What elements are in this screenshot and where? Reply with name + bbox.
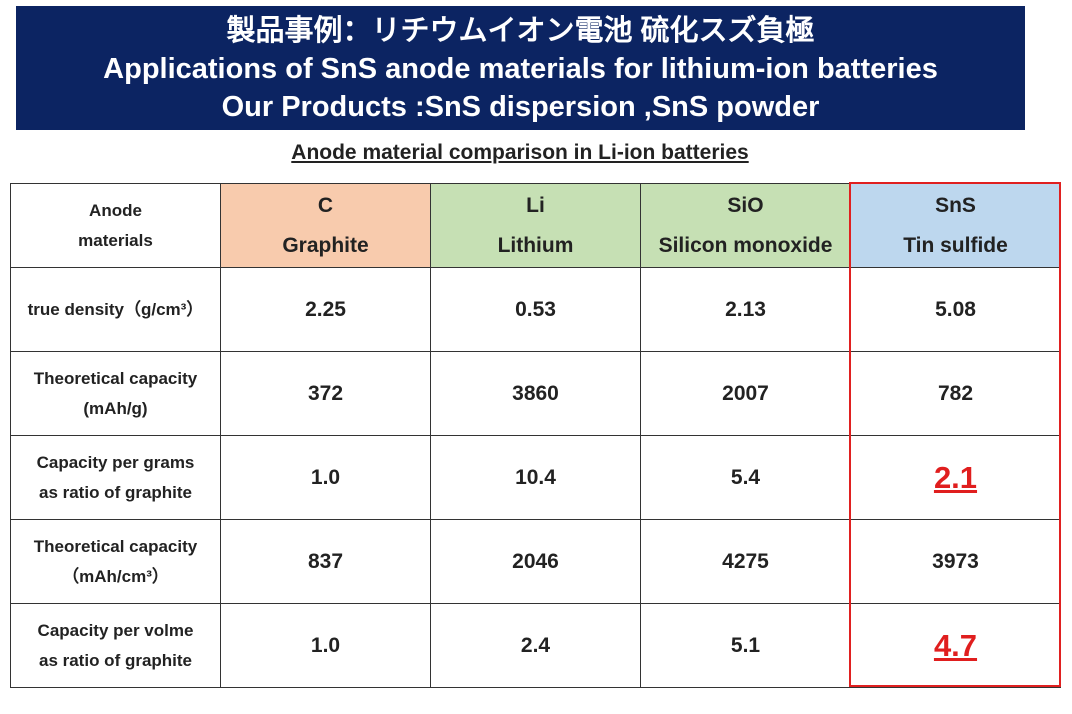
cell-value: 5.1 bbox=[730, 633, 761, 657]
row-label: Theoretical capacity (mAh/g) bbox=[10, 351, 221, 436]
cell-value: 4275 bbox=[722, 549, 769, 573]
cell-value: 0.53 bbox=[515, 297, 556, 321]
text: Tin sulfide bbox=[903, 233, 1008, 257]
cell-value: 782 bbox=[937, 381, 974, 405]
text: Graphite bbox=[282, 233, 369, 257]
table-cell: 3973 bbox=[850, 519, 1061, 604]
cell-value: 2.13 bbox=[725, 297, 766, 321]
text: Li bbox=[526, 193, 545, 217]
header-cell: C Graphite bbox=[220, 183, 431, 268]
header-banner: 製品事例：リチウムイオン電池 硫化スズ負極 Applications of Sn… bbox=[16, 6, 1025, 130]
table-cell: 372 bbox=[220, 351, 431, 436]
text: as ratio of graphite bbox=[38, 482, 193, 502]
text: SiO bbox=[727, 193, 764, 217]
cell-value: 837 bbox=[307, 549, 344, 573]
text: true density（g/cm³） bbox=[27, 299, 204, 319]
table-cell: 2.13 bbox=[640, 267, 851, 352]
cell-value: 2046 bbox=[512, 549, 559, 573]
table-cell: 5.4 bbox=[640, 435, 851, 520]
row-label: Capacity per volme as ratio of graphite bbox=[10, 603, 221, 688]
table-cell: 837 bbox=[220, 519, 431, 604]
table-cell: 5.1 bbox=[640, 603, 851, 688]
cell-value: 372 bbox=[307, 381, 344, 405]
header-row: Anode materials C Graphite Li Lithium SiO Si… bbox=[10, 183, 1061, 268]
row-label: true density（g/cm³） bbox=[10, 267, 221, 352]
table-cell: 2007 bbox=[640, 351, 851, 436]
text: Theoretical capacity bbox=[33, 368, 198, 388]
cell-value: 4.7 bbox=[933, 627, 978, 663]
row-label: Capacity per grams as ratio of graphite bbox=[10, 435, 221, 520]
text: SnS bbox=[935, 193, 976, 217]
text: （mAh/cm³） bbox=[62, 566, 169, 586]
text: materials bbox=[78, 230, 153, 250]
text: C bbox=[317, 193, 334, 217]
table-cell: 1.0 bbox=[220, 435, 431, 520]
text: as ratio of graphite bbox=[38, 650, 193, 670]
header-line: 製品事例：リチウムイオン電池 硫化スズ負極 bbox=[226, 15, 815, 47]
table-cell: 2.25 bbox=[220, 267, 431, 352]
text: Capacity per volme bbox=[37, 620, 194, 640]
table-caption: Anode material comparison in Li-ion batt… bbox=[291, 141, 749, 164]
cell-value: 10.4 bbox=[515, 465, 556, 489]
cell-value: 1.0 bbox=[310, 465, 341, 489]
cell-value: 5.08 bbox=[935, 297, 976, 321]
table-cell: 0.53 bbox=[430, 267, 641, 352]
table-row: Theoretical capacity (mAh/g) 372 3860 2007 78… bbox=[10, 351, 1061, 436]
header-cell: Anode materials bbox=[10, 183, 221, 268]
cell-value: 2007 bbox=[722, 381, 769, 405]
cell-value: 2.4 bbox=[520, 633, 551, 657]
cell-value: 3860 bbox=[512, 381, 559, 405]
text: Lithium bbox=[497, 233, 574, 257]
header-line: Our Products :SnS dispersion ,SnS powder bbox=[221, 91, 820, 123]
table-row: Capacity per grams as ratio of graphite 1.… bbox=[10, 435, 1061, 520]
header-line: Applications of SnS anode materials for … bbox=[103, 53, 938, 85]
comparison-table: Anode materials C Graphite Li Lithium SiO Si… bbox=[10, 183, 1061, 688]
table-cell: 2.1 bbox=[850, 435, 1061, 520]
row-label: Theoretical capacity （mAh/cm³） bbox=[10, 519, 221, 604]
cell-value: 2.1 bbox=[933, 459, 978, 495]
header-cell: SnS Tin sulfide bbox=[850, 183, 1061, 268]
table-cell: 2.4 bbox=[430, 603, 641, 688]
table-cell: 782 bbox=[850, 351, 1061, 436]
text: Anode bbox=[89, 200, 142, 220]
cell-value: 1.0 bbox=[310, 633, 341, 657]
text: Capacity per grams bbox=[36, 452, 195, 472]
table-cell: 5.08 bbox=[850, 267, 1061, 352]
table-row: Theoretical capacity （mAh/cm³） 837 2046 4275… bbox=[10, 519, 1061, 604]
text: Theoretical capacity bbox=[33, 536, 198, 556]
cell-value: 5.4 bbox=[730, 465, 761, 489]
table-cell: 10.4 bbox=[430, 435, 641, 520]
header-cell: SiO Silicon monoxide bbox=[640, 183, 851, 268]
table-cell: 4275 bbox=[640, 519, 851, 604]
table-cell: 3860 bbox=[430, 351, 641, 436]
table-cell: 2046 bbox=[430, 519, 641, 604]
table-row: Capacity per volme as ratio of graphite 1.… bbox=[10, 603, 1061, 688]
table-cell: 1.0 bbox=[220, 603, 431, 688]
text: (mAh/g) bbox=[83, 398, 148, 418]
text: Silicon monoxide bbox=[658, 233, 833, 257]
table-row: true density（g/cm³） 2.25 0.53 2.13 5.08 bbox=[10, 267, 1061, 352]
cell-value: 2.25 bbox=[305, 297, 346, 321]
table-cell: 4.7 bbox=[850, 603, 1061, 688]
header-cell: Li Lithium bbox=[430, 183, 641, 268]
cell-value: 3973 bbox=[932, 549, 979, 573]
